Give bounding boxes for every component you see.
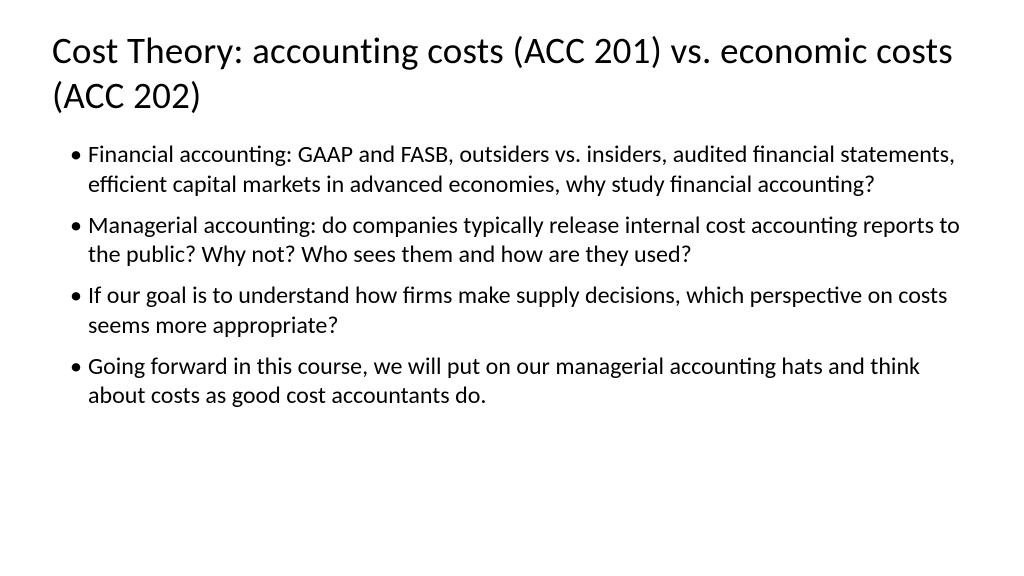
bullet-list: Financial accounting: GAAP and FASB, out… [52, 140, 972, 410]
list-item: Managerial accounting: do companies typi… [74, 211, 972, 270]
list-item: If our goal is to understand how firms m… [74, 281, 972, 340]
list-item: Going forward in this course, we will pu… [74, 352, 972, 411]
list-item: Financial accounting: GAAP and FASB, out… [74, 140, 972, 199]
slide-title: Cost Theory: accounting costs (ACC 201) … [52, 28, 972, 118]
